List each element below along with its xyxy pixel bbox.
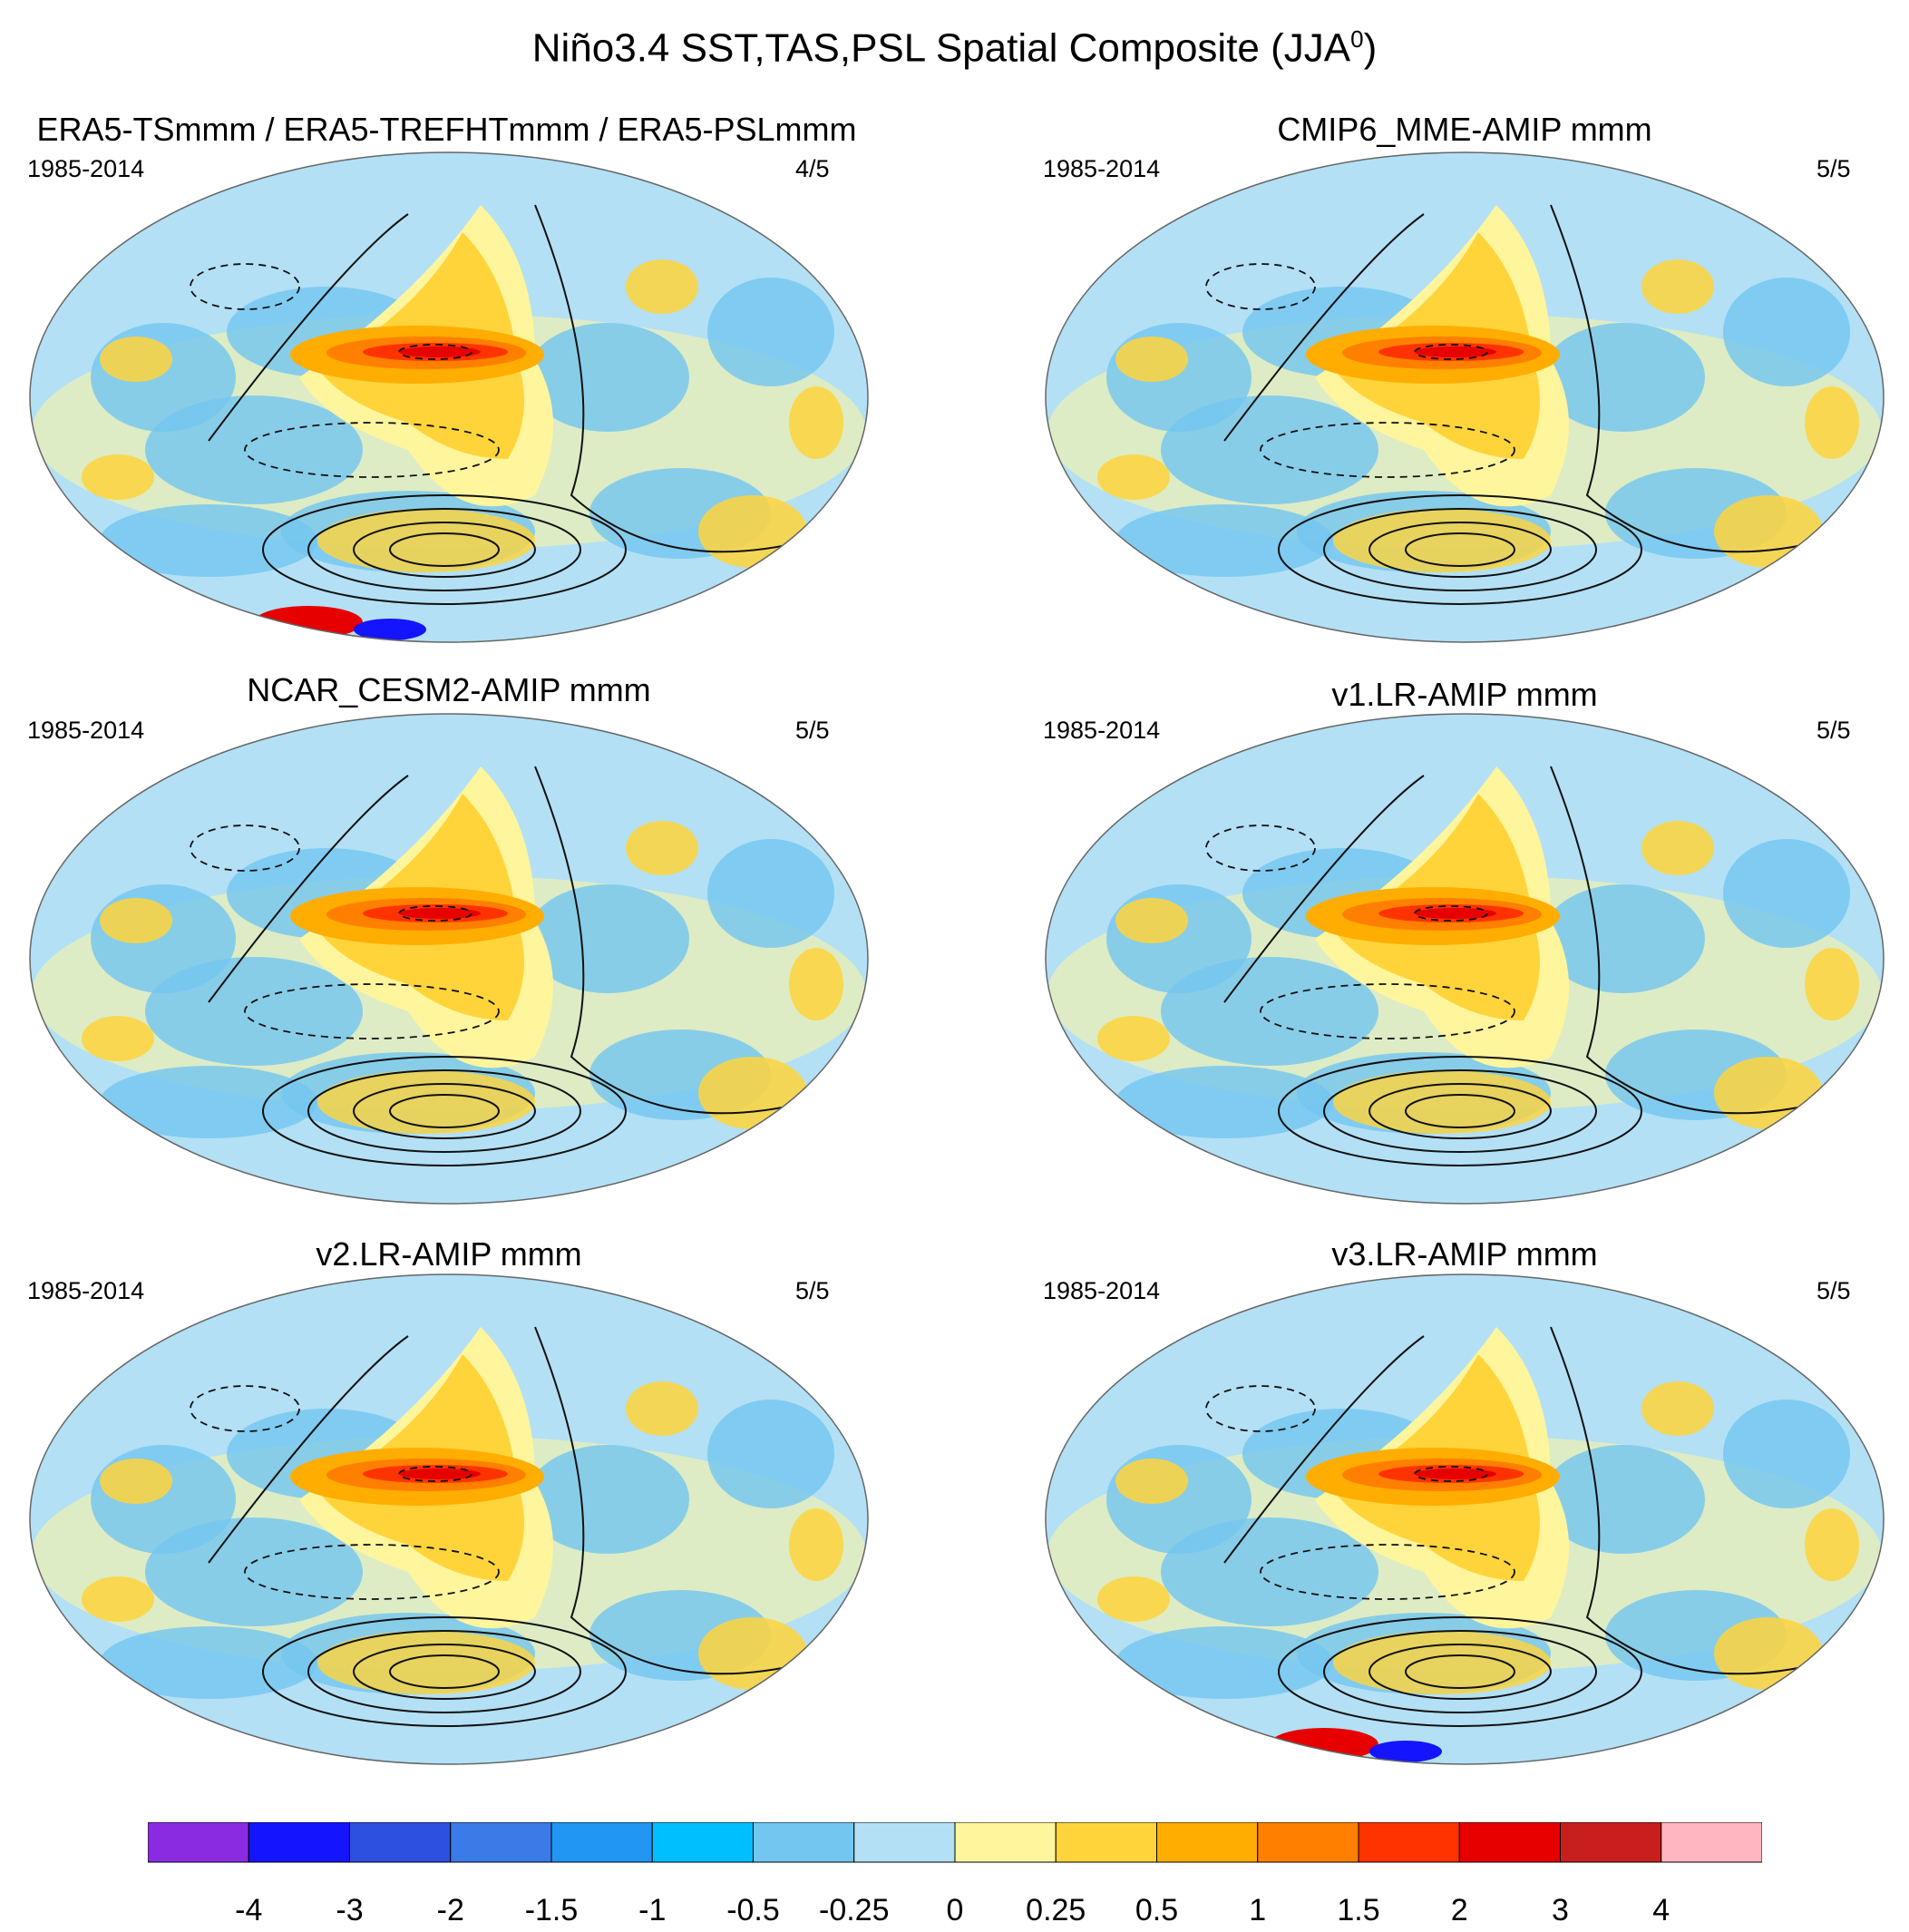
panel-period-v3: 1985-2014 bbox=[1043, 1277, 1161, 1304]
map-v2 bbox=[29, 1273, 869, 1765]
panel-period-cmip6: 1985-2014 bbox=[1043, 155, 1161, 182]
colorbar-tick-label: 1 bbox=[1249, 1893, 1267, 1927]
panel-title-v1: v1.LR-AMIP mmm bbox=[1331, 676, 1598, 713]
colorbar-swatch bbox=[450, 1822, 552, 1863]
panel-title-cmip6: CMIP6_MME-AMIP mmm bbox=[1277, 111, 1652, 148]
colorbar-tick-label: -1 bbox=[638, 1893, 667, 1927]
colorbar-swatch bbox=[550, 1822, 653, 1863]
panel-count-era5: 4/5 bbox=[795, 155, 830, 182]
colorbar-tick-label: -2 bbox=[436, 1893, 464, 1927]
colorbar-tick-label: -0.5 bbox=[726, 1893, 780, 1927]
colorbar-tick-label: 0 bbox=[946, 1893, 964, 1927]
panel-count-v3: 5/5 bbox=[1816, 1277, 1851, 1304]
panel-count-v2: 5/5 bbox=[795, 1277, 830, 1304]
colorbar-swatch bbox=[1358, 1822, 1460, 1863]
colorbar-swatch bbox=[753, 1822, 855, 1863]
panel-title-cesm2: NCAR_CESM2-AMIP mmm bbox=[247, 671, 651, 708]
colorbar-swatch bbox=[954, 1822, 1057, 1863]
panel-title-v3: v3.LR-AMIP mmm bbox=[1331, 1235, 1598, 1273]
panel-title-v2: v2.LR-AMIP mmm bbox=[316, 1235, 582, 1273]
colorbar-swatch bbox=[1156, 1822, 1259, 1863]
colorbar-swatch bbox=[248, 1822, 350, 1863]
colorbar-tick-label: -4 bbox=[235, 1893, 263, 1927]
colorbar-tick-label: 0.5 bbox=[1135, 1893, 1179, 1927]
map-v3 bbox=[1045, 1273, 1885, 1765]
colorbar-swatch bbox=[853, 1822, 956, 1863]
figure-title: Niño3.4 SST,TAS,PSL Spatial Composite (J… bbox=[531, 25, 1378, 71]
panel-count-cesm2: 5/5 bbox=[795, 717, 830, 744]
panel-period-v2: 1985-2014 bbox=[27, 1277, 145, 1304]
colorbar-swatch bbox=[148, 1822, 249, 1863]
panel-period-era5: 1985-2014 bbox=[27, 155, 145, 182]
colorbar-tick-label: 0.25 bbox=[1026, 1893, 1086, 1927]
map-cesm2 bbox=[29, 713, 869, 1205]
colorbar-tick-label: 3 bbox=[1552, 1893, 1569, 1927]
colorbar-swatch bbox=[1458, 1822, 1561, 1863]
colorbar-swatch bbox=[651, 1822, 754, 1863]
panel-title-era5: ERA5-TSmmm / ERA5-TREFHTmmm / ERA5-PSLmm… bbox=[36, 111, 857, 148]
colorbar-tick-label: 2 bbox=[1450, 1893, 1468, 1927]
panel-count-v1: 5/5 bbox=[1816, 717, 1851, 744]
colorbar-swatch bbox=[349, 1822, 452, 1863]
map-era5 bbox=[29, 151, 869, 643]
colorbar-swatch bbox=[1257, 1822, 1359, 1863]
colorbar-swatch bbox=[1560, 1822, 1662, 1863]
colorbar-tick-label: -0.25 bbox=[819, 1893, 890, 1927]
colorbar-swatch bbox=[1661, 1822, 1762, 1863]
map-cmip6 bbox=[1045, 151, 1885, 643]
colorbar-tick-label: -1.5 bbox=[524, 1893, 579, 1927]
colorbar-tick-label: -3 bbox=[336, 1893, 364, 1927]
colorbar bbox=[148, 1822, 1762, 1863]
panel-period-v1: 1985-2014 bbox=[1043, 717, 1161, 744]
map-v1 bbox=[1045, 713, 1885, 1205]
colorbar-tick-label: 1.5 bbox=[1337, 1893, 1380, 1927]
panel-period-cesm2: 1985-2014 bbox=[27, 717, 145, 744]
colorbar-swatch bbox=[1055, 1822, 1157, 1863]
panel-count-cmip6: 5/5 bbox=[1816, 155, 1851, 182]
colorbar-tick-label: 4 bbox=[1652, 1893, 1670, 1927]
